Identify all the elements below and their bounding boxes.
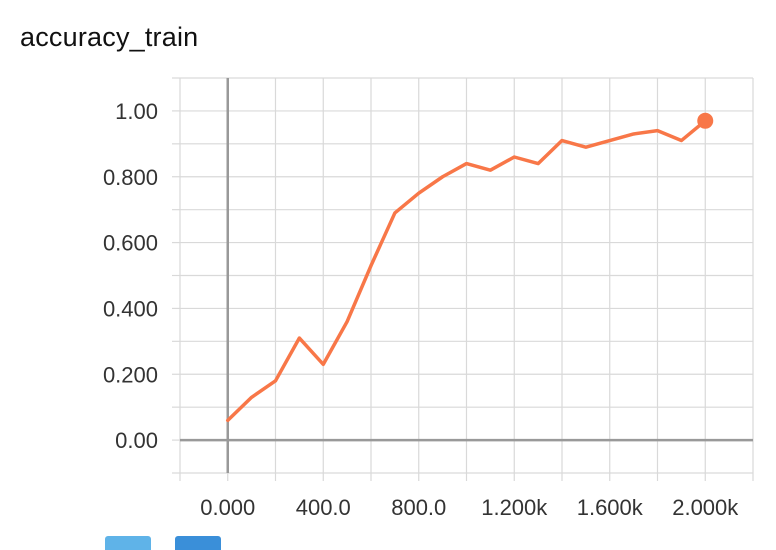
y-tick-label: 1.00 [115,99,158,124]
chart-title: accuracy_train [20,22,199,52]
x-tick-label: 400.0 [296,495,351,520]
expand-button[interactable] [105,536,151,550]
series-layer [226,112,714,423]
toggle-log-scale-button[interactable] [175,536,221,550]
x-tick-label: 2.000k [672,495,739,520]
y-tick-label: 0.400 [103,296,158,321]
x-tick-label: 800.0 [391,495,446,520]
y-tick-label: 0.800 [103,165,158,190]
axis-layer [172,77,754,481]
y-tick-label: 0.00 [115,428,158,453]
x-tick-label: 0.000 [200,495,255,520]
x-tick-label: 1.600k [577,495,644,520]
tick-labels: 0.00 0.200 0.400 0.600 0.800 1.00 0.000 400.0 80… [103,99,739,520]
x-tick-label: 1.200k [481,495,548,520]
grid-layer [179,77,754,474]
highlight-point[interactable] [697,112,714,129]
y-tick-label: 0.200 [103,362,158,387]
y-tick-label: 0.600 [103,231,158,256]
series-line[interactable] [226,119,707,423]
